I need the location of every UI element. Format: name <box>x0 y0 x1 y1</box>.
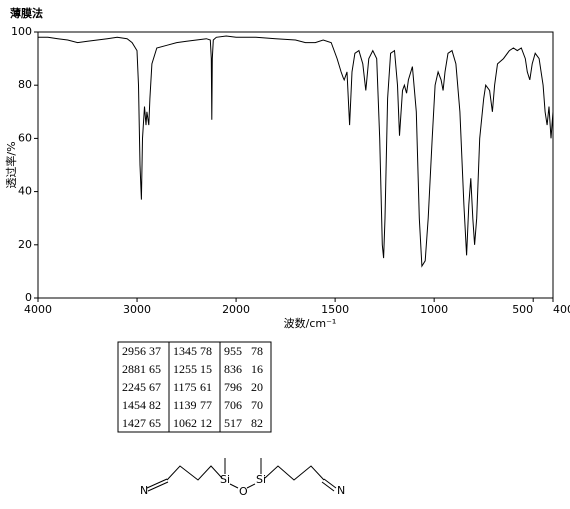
y-axis-label: 透过率/% <box>4 141 18 188</box>
peak-transmittance: 20 <box>251 380 263 394</box>
bond <box>147 481 169 492</box>
peak-wavenumber: 1255 <box>173 362 197 376</box>
chart-title: 薄膜法 <box>10 6 43 20</box>
peak-wavenumber: 1175 <box>173 380 197 394</box>
bond <box>264 465 325 481</box>
structure <box>146 458 337 492</box>
peak-transmittance: 15 <box>200 362 212 376</box>
peak-transmittance: 78 <box>200 344 212 358</box>
x-axis-label: 波数/cm⁻¹ <box>284 317 337 330</box>
peak-transmittance: 82 <box>149 398 161 412</box>
bond <box>321 481 335 492</box>
y-tick-label: 80 <box>18 78 32 91</box>
peak-wavenumber: 517 <box>224 416 242 430</box>
peak-wavenumber: 1345 <box>173 344 197 358</box>
y-tick-label: 0 <box>25 291 32 304</box>
x-tick-label: 1000 <box>420 303 448 316</box>
peak-wavenumber: 796 <box>224 380 242 394</box>
bond <box>166 465 223 481</box>
bond <box>146 478 168 489</box>
x-tick-label: 400 <box>553 303 570 316</box>
x-tick-label: 500 <box>512 303 533 316</box>
plot-frame <box>37 31 554 299</box>
peak-wavenumber: 2956 <box>122 344 146 358</box>
peak-wavenumber: 706 <box>224 398 242 412</box>
peak-transmittance: 67 <box>149 380 161 394</box>
peak-transmittance: 12 <box>200 416 212 430</box>
atom: Si <box>256 473 266 486</box>
bond <box>229 483 239 489</box>
peak-transmittance: 70 <box>251 398 263 412</box>
y-tick-label: 40 <box>18 185 32 198</box>
y-tick-label: 60 <box>18 131 32 144</box>
bond <box>246 483 256 489</box>
x-tick-label: 4000 <box>24 303 52 316</box>
atom: N <box>337 484 345 497</box>
peak-transmittance: 65 <box>149 416 161 430</box>
table-border <box>117 341 272 433</box>
y-tick-label: 100 <box>11 25 32 38</box>
x-tick-label: 1500 <box>321 303 349 316</box>
x-tick-label: 2000 <box>222 303 250 316</box>
peak-transmittance: 16 <box>251 362 263 376</box>
y-tick-label: 20 <box>18 238 32 251</box>
peak-wavenumber: 1062 <box>173 416 197 430</box>
peak-transmittance: 78 <box>251 344 263 358</box>
peak-transmittance: 61 <box>200 380 212 394</box>
spectrum-line <box>38 35 554 268</box>
peak-wavenumber: 836 <box>224 362 242 376</box>
peak-transmittance: 77 <box>200 398 212 412</box>
x-tick-label: 3000 <box>123 303 151 316</box>
peak-wavenumber: 955 <box>224 344 242 358</box>
atom: N <box>140 484 148 497</box>
peak-transmittance: 65 <box>149 362 161 376</box>
atom: Si <box>220 473 230 486</box>
peak-wavenumber: 1139 <box>173 398 197 412</box>
peak-wavenumber: 2245 <box>122 380 146 394</box>
peak-wavenumber: 1454 <box>122 398 146 412</box>
peak-wavenumber: 2881 <box>122 362 146 376</box>
bond <box>323 478 337 489</box>
peak-transmittance: 37 <box>149 344 161 358</box>
peak-wavenumber: 1427 <box>122 416 146 430</box>
atom: O <box>239 485 248 498</box>
peak-transmittance: 82 <box>251 416 263 430</box>
